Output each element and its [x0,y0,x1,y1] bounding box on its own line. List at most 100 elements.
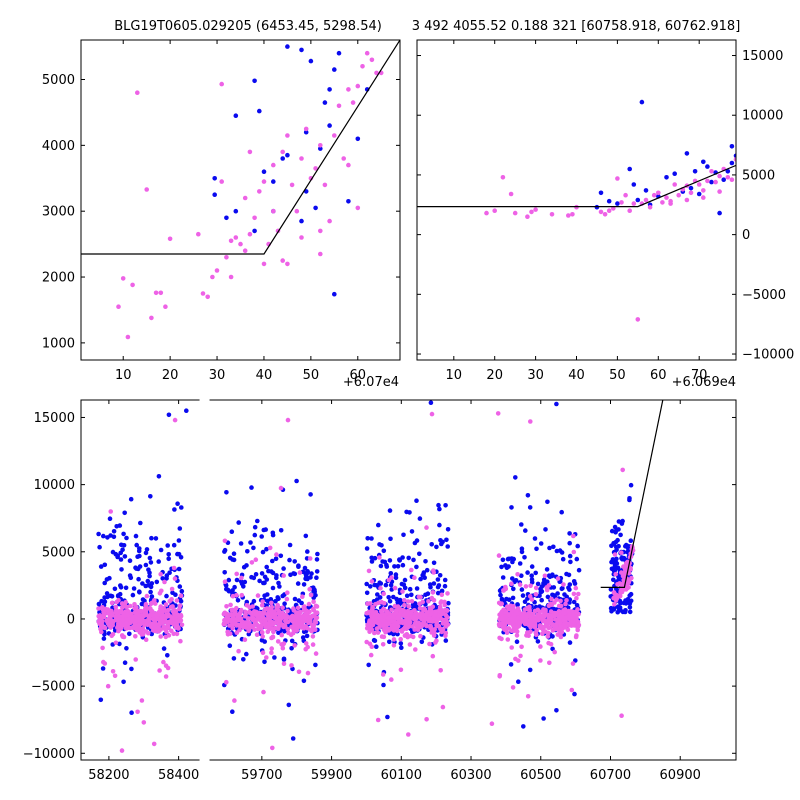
bottom-data-point [538,658,543,663]
bottom-data-point [541,624,547,630]
bottom-data-point [249,485,254,490]
bottom-data-point [151,617,156,622]
bottom-data-point [567,553,573,559]
bottom-data-point [281,661,287,666]
bottom-plot-area [96,400,664,753]
bottom-data-point [291,626,297,631]
top-left-data-point [261,179,267,184]
top-right-data-point [709,179,714,185]
bottom-data-point [509,505,514,510]
top-right-data-point [619,200,624,205]
top-left-data-point [322,182,328,188]
bottom-data-point [533,585,539,591]
bottom-data-point [422,617,428,623]
bottom-data-point [527,593,533,599]
top-right-data-point [713,179,718,185]
bottom-data-point [414,498,419,504]
bottom-data-point [264,564,270,570]
bottom-data-point [540,631,545,637]
top-right-data-point [701,159,706,165]
bottom-data-point [427,616,433,622]
bottom-data-point [270,532,276,538]
bottom-data-point [576,591,581,597]
bottom-data-point [425,591,431,596]
bottom-x-tick-label: 60500 [520,768,561,783]
bottom-data-point [389,607,394,613]
bottom-data-point [131,586,137,591]
bottom-data-point [409,599,415,604]
bottom-data-point [272,616,278,621]
bottom-data-point [369,620,374,626]
bottom-data-point [160,576,165,581]
bottom-data-point [405,599,411,604]
bottom-data-point [387,598,393,604]
bottom-data-point [101,533,106,539]
bottom-data-point [313,615,318,620]
bottom-data-point [174,598,180,603]
top-right-data-point [684,151,690,156]
bottom-data-point [398,636,404,642]
bottom-data-point [628,538,634,543]
top-right-x-tick-label: 70 [691,368,708,383]
top-left-data-point [200,291,206,296]
bottom-data-point [525,630,530,635]
bottom-data-point [282,623,288,628]
bottom-data-point [398,667,404,673]
bottom-data-point [246,628,251,634]
bottom-data-point [523,528,528,533]
bottom-data-point [516,679,521,684]
bottom-data-point [564,594,569,600]
bottom-data-point [428,400,434,406]
bottom-data-point [618,600,623,606]
top-left-data-point [228,274,234,280]
bottom-data-point [413,647,418,652]
top-left-data-point [299,156,304,161]
bottom-data-point [110,669,116,674]
bottom-data-point [311,585,316,590]
bottom-data-point [615,604,621,609]
bottom-data-point [230,709,235,714]
top-left-data-point [360,64,365,69]
bottom-data-point [234,571,239,577]
bottom-data-point [539,597,544,603]
bottom-data-point [387,558,393,563]
top-left-data-point [242,195,248,201]
top-left-data-point [318,228,323,234]
bottom-data-point [290,736,296,741]
bottom-data-point [570,661,576,666]
bottom-data-point [616,519,622,524]
top-left-data-point [135,90,140,95]
bottom-data-point [402,602,407,608]
bottom-x-tick-label: 60300 [450,768,491,783]
bottom-data-point [303,641,309,646]
top-right-data-point [623,192,628,198]
bottom-data-point [174,631,180,637]
top-left-data-point [233,235,239,240]
top-right-data-point [701,188,706,193]
bottom-data-point [106,621,111,626]
bottom-data-point [232,698,237,703]
bottom-data-point [269,635,274,641]
bottom-data-point [377,555,382,560]
bottom-data-point [229,607,234,613]
bottom-data-point [429,595,435,601]
bottom-data-point [105,683,111,689]
bottom-data-point [149,535,154,541]
top-right-data-point [566,213,571,218]
bottom-data-point [176,551,182,557]
bottom-data-point [301,605,307,610]
bottom-data-point [387,508,393,513]
bottom-data-point [264,655,269,660]
top-left-data-point [318,143,323,148]
bottom-data-point [571,616,577,621]
bottom-data-point [417,551,422,557]
bottom-data-point [533,570,538,576]
bottom-data-point [300,594,305,599]
top-left-y-tick-label: 5000 [42,73,75,88]
bottom-data-point [251,598,257,604]
bottom-data-point [122,554,128,559]
bottom-data-point [436,502,441,508]
top-left-data-point [163,304,168,310]
top-right-data-point [701,195,706,200]
top-right-data-point [611,206,616,211]
